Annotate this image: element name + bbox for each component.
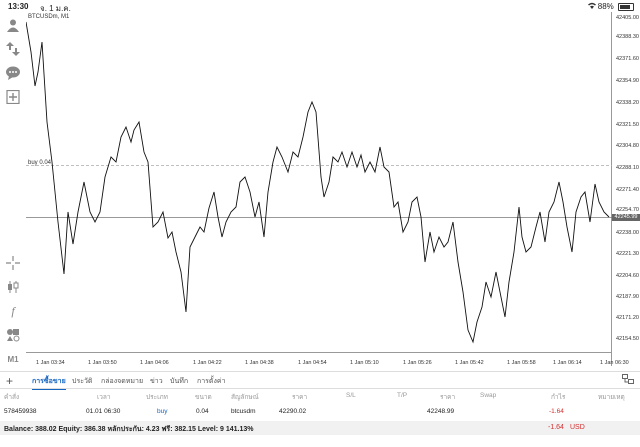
y-tick-label: 42388.30 [616,34,639,40]
col-symbol: สัญลักษณ์ [231,394,259,401]
y-tick-label: 42254.70 [616,207,639,213]
col-type: ประเภท [146,394,168,401]
y-tick-label: 42405.00 [616,15,639,21]
y-tick-label: 42371.60 [616,56,639,62]
buy-order-label: buy 0.04 [28,160,52,166]
add-icon[interactable]: + [6,374,14,388]
x-tick-label: 1 Jan 04:22 [193,360,222,366]
x-tick-label: 1 Jan 04:38 [245,360,274,366]
terminal-tabs: + การซื้อขาย ประวัติ กล่องจดหมาย ข่าว บั… [0,373,640,390]
x-tick-label: 1 Jan 05:42 [455,360,484,366]
status-time: 13:30 [8,2,29,11]
tab-trade[interactable]: การซื้อขาย [32,378,66,390]
cell-profit: -1.64 [549,408,564,415]
add-chart-icon[interactable] [4,88,22,106]
col-order: คำสั่ง [4,394,20,401]
price-line [25,21,610,344]
battery-icon [618,2,634,11]
y-tick-label: 42154.50 [616,336,639,342]
left-toolbar: f M1 [0,12,26,366]
currency-label: USD [570,424,585,431]
cell-volume: 0.04 [196,408,209,415]
objects-icon[interactable] [4,326,22,344]
total-profit: -1.64 [548,424,564,431]
y-tick-label: 42204.60 [616,273,639,279]
indicators-icon[interactable]: f [11,303,15,318]
x-tick-label: 1 Jan 03:34 [36,360,65,366]
cell-order: 578459938 [4,408,37,415]
timeframe-label[interactable]: M1 [7,354,19,364]
cell-time: 01.01 06:30 [86,408,121,415]
cell-symbol: btcusdm [231,408,256,415]
divider [0,371,640,372]
y-tick-label: 42354.90 [616,78,639,84]
col-swap: Swap [480,392,497,399]
y-tick-label: 42288.10 [616,165,639,171]
chart-svg [25,12,612,366]
profile-icon[interactable] [4,16,22,34]
y-tick-label: 42221.30 [616,251,639,257]
col-volume: ขนาด [195,394,212,401]
x-tick-label: 1 Jan 06:14 [553,360,582,366]
col-sl: S/L [346,392,356,399]
crosshair-icon[interactable] [4,254,22,272]
chat-icon[interactable] [4,64,22,82]
y-tick-label: 42321.50 [616,122,639,128]
col-time: เวลา [97,394,111,401]
y-tick-label: 42187.90 [616,294,639,300]
y-tick-label: 42238.00 [616,230,639,236]
cell-price-open: 42290.02 [279,408,307,415]
status-date: จ. 1 ม.ค. [40,4,71,13]
balance-text: Balance: 388.02 Equity: 386.38 หลักประกั… [4,426,254,433]
col-tp: T/P [397,392,408,399]
wifi-icon [587,2,598,11]
account-summary: Balance: 388.02 Equity: 386.38 หลักประกั… [0,421,640,435]
cell-type: buy [157,408,168,415]
tab-history[interactable]: ประวัติ [72,378,93,385]
y-tick-label: 42171.20 [616,315,639,321]
y-tick-label: 42338.20 [616,100,639,106]
battery-percent: 88% [597,2,614,11]
y-tick-label: 42304.80 [616,143,639,149]
trade-icon[interactable] [4,40,22,58]
tab-settings[interactable]: การตั้งค่า [197,378,226,385]
y-tick-label: 42271.40 [616,187,639,193]
layout-icon[interactable] [622,374,634,386]
x-tick-label: 1 Jan 05:26 [403,360,432,366]
col-price-open: ราคา [292,394,308,401]
cell-price-current: 42248.99 [427,408,455,415]
x-tick-label: 1 Jan 05:58 [507,360,536,366]
tab-journal[interactable]: บันทึก [170,378,189,385]
divider [0,388,640,389]
x-tick-label: 1 Jan 04:54 [298,360,327,366]
x-tick-label: 1 Jan 05:10 [350,360,379,366]
x-tick-label: 1 Jan 03:50 [88,360,117,366]
price-chart[interactable] [25,12,612,366]
status-right: 88% [587,2,634,11]
x-tick-label: 1 Jan 04:06 [140,360,169,366]
status-bar: 13:30 จ. 1 ม.ค. 88% [0,0,640,13]
current-price-tag: 42245.99 [612,214,640,221]
col-profit: กำไร [551,394,566,401]
col-comment: หมายเหตุ [598,394,625,401]
candles-icon[interactable] [4,278,22,296]
tab-news[interactable]: ข่าว [150,378,163,385]
tab-mailbox[interactable]: กล่องจดหมาย [101,378,144,385]
chart-symbol-label: BTCUSDm, M1 [28,14,70,20]
col-price-current: ราคา [440,394,456,401]
x-tick-label: 1 Jan 06:30 [600,360,629,366]
